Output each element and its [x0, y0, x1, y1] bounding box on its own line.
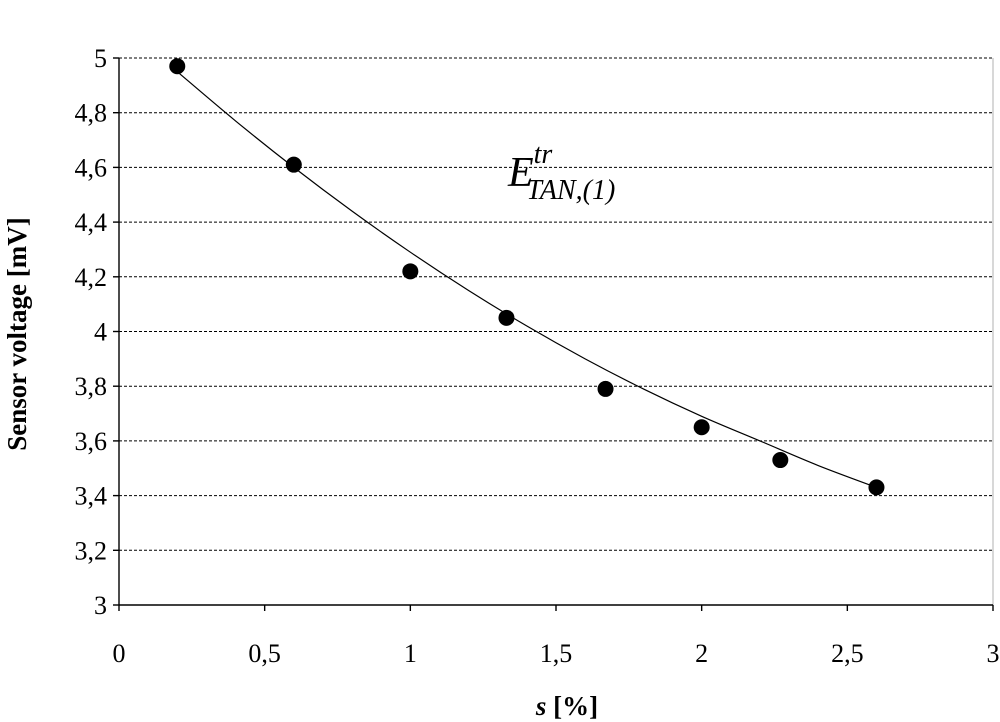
x-axis-title: s [%] — [535, 691, 598, 721]
y-tick-label: 3,8 — [75, 372, 108, 401]
grid-lines — [119, 57, 994, 605]
data-points — [169, 58, 885, 496]
x-tick-label: 0,5 — [248, 639, 281, 668]
y-tick-label: 3,6 — [75, 427, 108, 456]
y-tick-label: 4,8 — [75, 99, 108, 128]
y-tick-label: 3,4 — [75, 482, 108, 511]
y-tick-labels: 3 3,2 3,4 3,6 3,8 4 4,2 4,4 4,6 4,8 5 — [75, 44, 108, 620]
x-tick-label: 2 — [695, 639, 708, 668]
data-point — [868, 479, 885, 496]
y-tick-label: 5 — [94, 44, 107, 73]
x-tick-label: 1 — [404, 639, 417, 668]
x-tick-label: 2,5 — [831, 639, 864, 668]
x-tick-label: 0 — [113, 639, 126, 668]
data-point — [498, 309, 515, 326]
y-tick-label: 4 — [94, 318, 107, 347]
data-point — [772, 452, 789, 469]
x-tick-label: 3 — [987, 639, 1000, 668]
data-point — [693, 419, 710, 436]
data-point — [169, 58, 186, 75]
y-tick-label: 3,2 — [75, 536, 108, 565]
x-tick-label: 1,5 — [540, 639, 573, 668]
y-tick-label: 4,4 — [75, 208, 108, 237]
trendline — [176, 71, 877, 488]
y-tick-label: 4,6 — [75, 153, 108, 182]
data-point — [597, 380, 614, 397]
y-tick-label: 3 — [94, 591, 107, 620]
annotation-label: Etr TAN,(1) — [507, 139, 615, 206]
data-point — [285, 156, 302, 173]
y-axis-title: Sensor voltage [mV] — [2, 217, 32, 450]
axes — [113, 57, 994, 611]
y-tick-label: 4,2 — [75, 263, 108, 292]
data-point — [402, 263, 419, 280]
x-tick-labels: 0 0,5 1 1,5 2 2,5 3 — [113, 639, 1000, 668]
